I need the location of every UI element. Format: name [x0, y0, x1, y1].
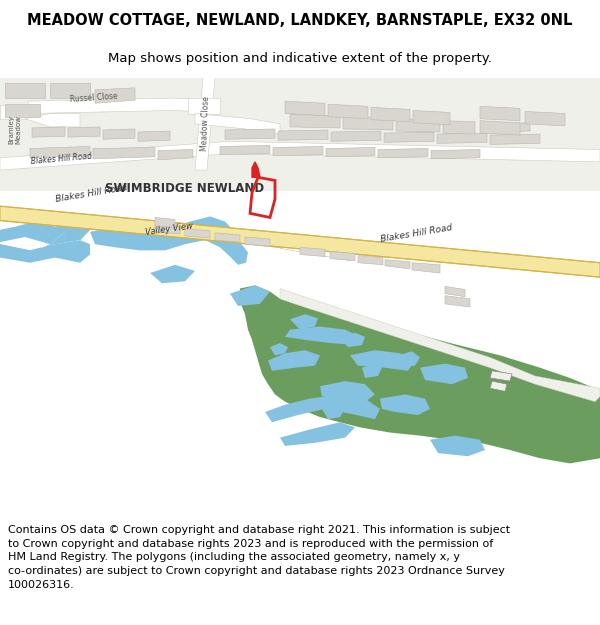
Polygon shape	[480, 106, 520, 121]
Polygon shape	[138, 131, 170, 141]
Polygon shape	[28, 98, 210, 114]
Polygon shape	[0, 105, 30, 119]
Polygon shape	[240, 286, 600, 463]
Polygon shape	[25, 114, 80, 127]
Polygon shape	[278, 130, 328, 140]
Polygon shape	[280, 240, 350, 261]
Polygon shape	[350, 350, 415, 371]
Polygon shape	[185, 229, 210, 238]
Polygon shape	[490, 122, 530, 132]
Text: Contains OS data © Crown copyright and database right 2021. This information is : Contains OS data © Crown copyright and d…	[8, 525, 510, 589]
Polygon shape	[322, 405, 345, 419]
Polygon shape	[270, 343, 288, 356]
Polygon shape	[0, 222, 90, 244]
Polygon shape	[30, 146, 90, 158]
Polygon shape	[398, 351, 420, 368]
Polygon shape	[158, 149, 193, 160]
Polygon shape	[300, 248, 325, 256]
Polygon shape	[195, 78, 215, 170]
Text: Blakes Hill Road: Blakes Hill Road	[30, 152, 92, 166]
Polygon shape	[252, 162, 260, 177]
Text: Blakes Hill Road: Blakes Hill Road	[55, 183, 128, 204]
Polygon shape	[340, 332, 365, 347]
Polygon shape	[32, 127, 65, 137]
Polygon shape	[265, 394, 380, 422]
Polygon shape	[95, 88, 135, 103]
Polygon shape	[68, 127, 100, 137]
Polygon shape	[0, 78, 600, 191]
Polygon shape	[326, 148, 375, 157]
Polygon shape	[420, 364, 468, 384]
Polygon shape	[220, 146, 270, 154]
Text: Valley View: Valley View	[145, 221, 194, 237]
Text: Meadow Close: Meadow Close	[200, 96, 211, 151]
Polygon shape	[5, 104, 40, 117]
Polygon shape	[280, 422, 355, 446]
Polygon shape	[445, 296, 470, 307]
Polygon shape	[285, 101, 325, 116]
Polygon shape	[525, 111, 565, 126]
Polygon shape	[5, 82, 45, 98]
Polygon shape	[362, 364, 382, 378]
Polygon shape	[0, 206, 600, 277]
Polygon shape	[215, 233, 240, 242]
Text: SWIMBRIDGE NEWLAND: SWIMBRIDGE NEWLAND	[105, 182, 264, 195]
Polygon shape	[480, 121, 520, 135]
Polygon shape	[110, 222, 285, 248]
Text: MEADOW COTTAGE, NEWLAND, LANDKEY, BARNSTAPLE, EX32 0NL: MEADOW COTTAGE, NEWLAND, LANDKEY, BARNST…	[28, 13, 572, 28]
Polygon shape	[285, 326, 360, 345]
Polygon shape	[268, 350, 320, 371]
Polygon shape	[225, 129, 275, 139]
Polygon shape	[320, 381, 375, 402]
Polygon shape	[413, 111, 450, 125]
Polygon shape	[290, 314, 318, 329]
Polygon shape	[385, 259, 410, 269]
Polygon shape	[93, 148, 155, 159]
Polygon shape	[371, 107, 410, 122]
Polygon shape	[230, 286, 270, 306]
Polygon shape	[290, 114, 340, 128]
Text: Map shows position and indicative extent of the property.: Map shows position and indicative extent…	[108, 52, 492, 64]
Polygon shape	[445, 286, 465, 297]
Polygon shape	[50, 82, 90, 98]
Polygon shape	[150, 265, 195, 283]
Polygon shape	[280, 289, 600, 402]
Polygon shape	[378, 149, 428, 158]
Polygon shape	[358, 256, 383, 265]
Polygon shape	[328, 104, 368, 119]
Polygon shape	[103, 129, 135, 139]
Polygon shape	[0, 219, 90, 254]
Polygon shape	[155, 217, 175, 227]
Polygon shape	[431, 149, 480, 159]
Polygon shape	[195, 114, 280, 134]
Polygon shape	[430, 436, 485, 456]
Text: Bramley
Meadow: Bramley Meadow	[8, 116, 21, 144]
Polygon shape	[273, 146, 323, 156]
Text: Blakes Hill Road: Blakes Hill Road	[380, 223, 453, 244]
Polygon shape	[380, 394, 430, 415]
Polygon shape	[384, 132, 434, 142]
Polygon shape	[331, 131, 381, 141]
Polygon shape	[90, 216, 248, 265]
Polygon shape	[245, 237, 270, 246]
Polygon shape	[412, 262, 440, 273]
Polygon shape	[330, 251, 355, 261]
Polygon shape	[437, 133, 487, 143]
Polygon shape	[490, 371, 512, 381]
Polygon shape	[0, 240, 90, 262]
Polygon shape	[0, 141, 600, 170]
Polygon shape	[443, 121, 475, 134]
Polygon shape	[490, 381, 507, 391]
Polygon shape	[188, 98, 220, 114]
Polygon shape	[343, 117, 393, 130]
Text: Russel Close: Russel Close	[70, 92, 118, 104]
Polygon shape	[490, 134, 540, 144]
Polygon shape	[155, 224, 180, 234]
Polygon shape	[396, 119, 440, 132]
